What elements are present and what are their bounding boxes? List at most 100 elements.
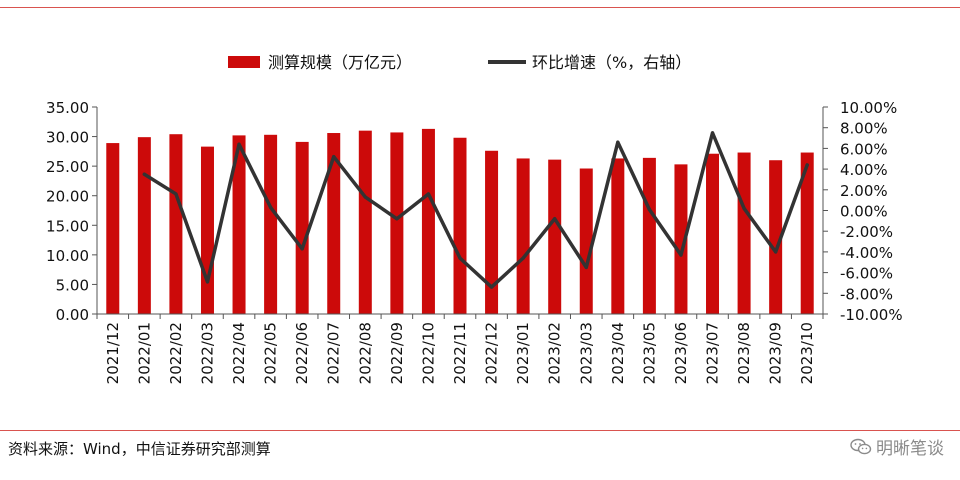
x-tick-label: 2022/09 [388, 322, 406, 384]
left-tick-label: 5.00 [56, 276, 89, 294]
right-tick-label: 4.00% [840, 161, 888, 179]
line-point [774, 250, 778, 254]
line-point [458, 256, 462, 260]
line-point [584, 265, 588, 270]
bar [579, 168, 593, 314]
source-note: 资料来源：Wind，中信证券研究部测算 [8, 440, 271, 458]
x-tick-label: 2023/01 [514, 322, 532, 384]
bar [327, 133, 341, 314]
x-tick-label: 2021/12 [104, 322, 122, 384]
bar [485, 150, 499, 314]
bar [642, 157, 656, 314]
x-tick-label: 2023/08 [735, 322, 753, 384]
bar [358, 130, 372, 314]
line-point [647, 207, 651, 212]
x-tick-label: 2022/10 [419, 322, 437, 384]
x-tick-label: 2022/11 [451, 322, 469, 384]
left-axis: 0.00 5.00 10.00 15.00 20.00 25.00 30.00 35.00 [46, 99, 98, 324]
right-tick-label: 10.00% [840, 99, 897, 117]
right-tick-label: 6.00% [840, 140, 888, 158]
line-point [142, 172, 146, 176]
right-tick-label: -2.00% [840, 223, 893, 241]
x-tick-label: 2023/04 [609, 322, 627, 384]
x-tick-label: 2023/09 [767, 322, 785, 384]
x-tick-label: 2022/12 [483, 322, 501, 384]
x-tick-label: 2023/05 [640, 322, 658, 384]
bar [548, 159, 562, 314]
bar [674, 164, 688, 314]
left-tick-label: 35.00 [46, 99, 89, 117]
bar [106, 143, 120, 314]
bar [169, 134, 183, 314]
chart: 测算规模（万亿元） 环比增速（%，右轴） 0.00 5.00 10.00 15.00 2… [46, 53, 903, 384]
line-point [269, 205, 273, 209]
left-tick-label: 0.00 [56, 306, 89, 324]
x-tick-label: 2022/05 [262, 322, 280, 384]
x-tick-label: 2023/02 [546, 322, 564, 384]
bar [232, 135, 246, 314]
line-point [616, 140, 620, 144]
right-tick-label: 8.00% [840, 120, 888, 138]
bar [264, 134, 278, 314]
right-tick-label: -8.00% [840, 285, 893, 303]
line-point [237, 142, 241, 146]
bar [200, 146, 214, 314]
line-point [426, 192, 431, 196]
bar [706, 153, 720, 314]
right-tick-label: -10.00% [840, 306, 903, 324]
legend-label-bar: 测算规模（万亿元） [268, 53, 412, 72]
bar [611, 158, 625, 314]
right-axis: -10.00% -8.00% -6.00% -4.00% -2.00% 0.00% 2.00… [822, 99, 903, 324]
left-tick-label: 15.00 [46, 217, 89, 235]
bar [390, 132, 404, 314]
legend-swatch-bar [228, 56, 260, 68]
x-tick-label: 2023/10 [798, 322, 816, 384]
x-tick-label: 2022/08 [356, 322, 374, 384]
x-tick-label: 2022/01 [135, 322, 153, 384]
bar [295, 141, 309, 314]
line-point [521, 256, 525, 260]
bar [453, 137, 467, 314]
bar [800, 152, 814, 314]
growth-line [142, 131, 809, 289]
right-tick-label: 0.00% [840, 203, 888, 221]
x-tick-label: 2022/02 [167, 322, 185, 384]
right-tick-label: -4.00% [840, 244, 893, 262]
top-rule [0, 7, 960, 8]
line-point [205, 280, 210, 284]
bar [421, 128, 435, 314]
left-tick-label: 30.00 [46, 129, 89, 147]
left-tick-label: 25.00 [46, 158, 89, 176]
bar [516, 158, 530, 314]
x-axis: 2021/12 2022/01 2022/02 2022/03 2022/04 2022/… [96, 313, 824, 384]
watermark-text: 明晰笔谈 [876, 439, 944, 459]
line-point [710, 131, 715, 135]
x-tick-label: 2023/07 [704, 322, 722, 384]
right-tick-label: 2.00% [840, 182, 888, 200]
left-tick-label: 20.00 [46, 188, 89, 206]
x-tick-label: 2023/03 [577, 322, 595, 384]
bar [769, 160, 783, 314]
x-tick-label: 2022/04 [230, 322, 248, 384]
line-point [332, 155, 336, 159]
line-point [363, 195, 367, 199]
chart-legend: 测算规模（万亿元） 环比增速（%，右轴） [228, 53, 691, 72]
watermark: 明晰笔谈 [850, 434, 944, 459]
line-point [553, 217, 557, 221]
left-tick-label: 10.00 [46, 247, 89, 265]
x-tick-label: 2022/03 [198, 322, 216, 384]
x-tick-label: 2023/06 [672, 322, 690, 384]
line-point [174, 192, 178, 196]
legend-label-line: 环比增速（%，右轴） [532, 53, 691, 72]
bar [737, 152, 751, 314]
line-point [742, 206, 746, 211]
line-point [395, 217, 399, 221]
line-point [489, 285, 494, 289]
wechat-icon [850, 438, 872, 454]
line-point [679, 253, 683, 257]
line-point [300, 247, 304, 251]
line-series [142, 131, 809, 289]
right-tick-label: -6.00% [840, 265, 893, 283]
bar [137, 137, 151, 314]
x-tick-label: 2022/07 [325, 322, 343, 384]
